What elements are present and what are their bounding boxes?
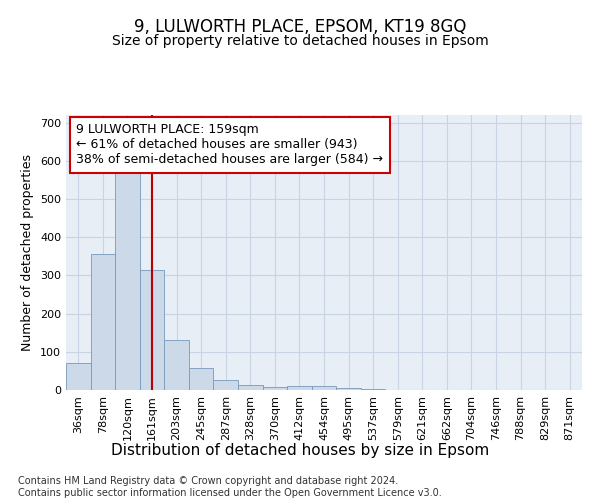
Text: Contains HM Land Registry data © Crown copyright and database right 2024.
Contai: Contains HM Land Registry data © Crown c… [18, 476, 442, 498]
Text: Distribution of detached houses by size in Epsom: Distribution of detached houses by size … [111, 442, 489, 458]
Bar [66, 364, 91, 390]
Bar [287, 386, 312, 390]
Bar [336, 388, 361, 390]
Bar [214, 380, 238, 390]
Bar [238, 384, 263, 390]
Text: 9, LULWORTH PLACE, EPSOM, KT19 8GQ: 9, LULWORTH PLACE, EPSOM, KT19 8GQ [134, 18, 466, 36]
Text: Size of property relative to detached houses in Epsom: Size of property relative to detached ho… [112, 34, 488, 48]
Text: 9 LULWORTH PLACE: 159sqm
← 61% of detached houses are smaller (943)
38% of semi-: 9 LULWORTH PLACE: 159sqm ← 61% of detach… [76, 123, 383, 166]
Bar [140, 270, 164, 390]
Bar [164, 340, 189, 390]
Y-axis label: Number of detached properties: Number of detached properties [22, 154, 34, 351]
Bar [115, 172, 140, 390]
Bar [91, 254, 115, 390]
Bar [263, 387, 287, 390]
Bar [361, 389, 385, 390]
Bar [312, 386, 336, 390]
Bar [189, 368, 214, 390]
